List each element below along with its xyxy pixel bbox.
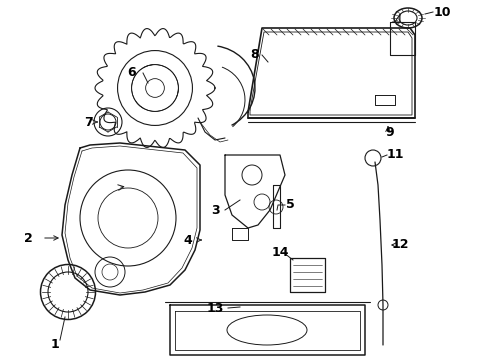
Text: 7: 7 (84, 116, 93, 129)
Text: 10: 10 (433, 5, 451, 18)
Text: 5: 5 (286, 198, 294, 211)
Text: 2: 2 (24, 231, 32, 244)
Text: 1: 1 (50, 338, 59, 351)
Text: 13: 13 (206, 302, 224, 315)
Text: 8: 8 (251, 49, 259, 62)
Text: 11: 11 (386, 148, 404, 162)
Text: 12: 12 (391, 238, 409, 252)
Text: 14: 14 (271, 247, 289, 260)
Text: 4: 4 (184, 234, 193, 247)
Text: 6: 6 (128, 67, 136, 80)
Text: 3: 3 (211, 203, 220, 216)
Text: 9: 9 (386, 126, 394, 139)
